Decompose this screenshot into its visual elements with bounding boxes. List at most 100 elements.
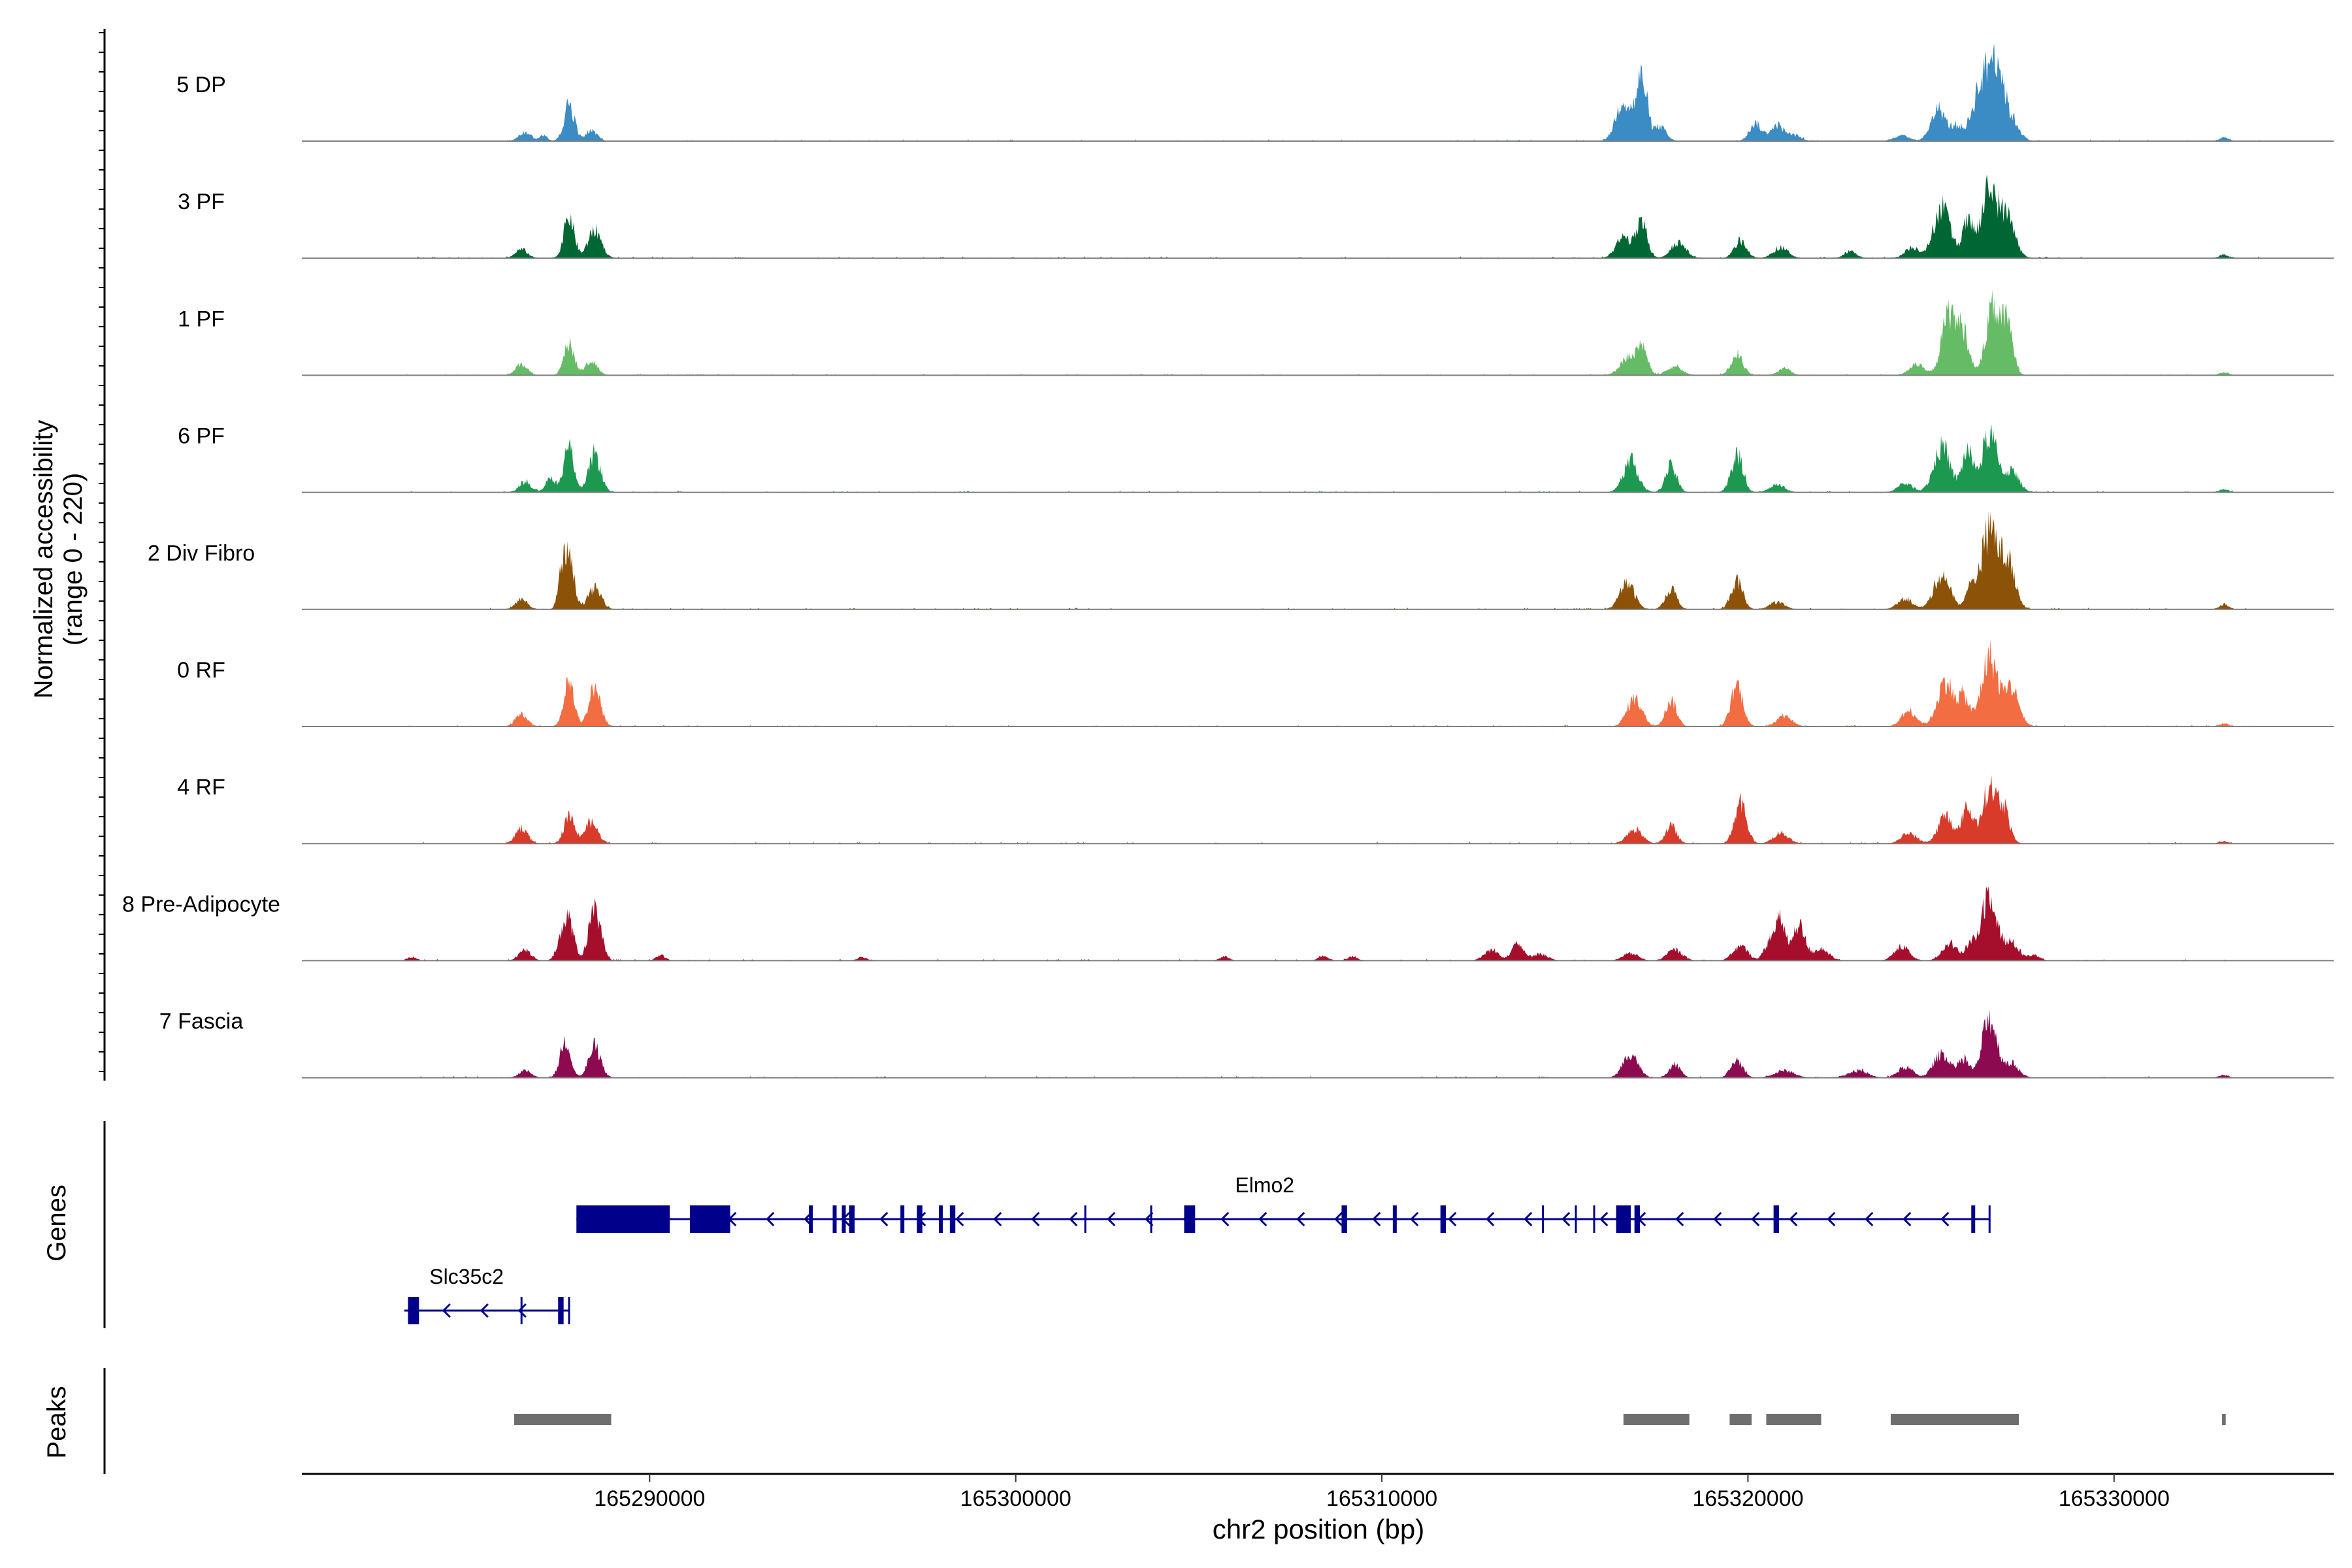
gene-exon [1341,1205,1347,1233]
gene-exon [949,1205,956,1233]
genes-panel-label: Genes [42,1184,71,1262]
coverage-tracks: 5 DP 3 PF 1 PF 6 PF 2 Div Fibro 0 RF 4 RF 8 Pre… [122,43,2334,1079]
gene-slc35c2: Slc35c2 [404,1265,570,1324]
x-tick-label: 165310000 [1326,1486,1437,1511]
strand-arrow [1410,1211,1419,1227]
coverage-area [404,424,2261,493]
track-1-pf: 1 PF [178,289,2334,376]
track-label: 2 Div Fibro [148,541,255,566]
gene-exon [809,1205,813,1233]
gene-exon [1971,1205,1976,1233]
track-label: 1 PF [178,306,225,331]
strand-arrow [480,1303,489,1318]
x-axis: 165290000 165300000 165310000 165320000 1653… [302,1473,2334,1511]
strand-arrow [442,1303,451,1318]
coverage-area [404,174,2261,259]
track-7-fascia: 7 Fascia [159,1009,2334,1079]
track-8-pre-adipocyte: 8 Pre-Adipocyte [122,886,2334,962]
strand-arrow [1334,1211,1343,1227]
track-label: 8 Pre-Adipocyte [122,892,280,917]
track-label: 0 RF [177,658,225,683]
gene-exon [900,1205,905,1233]
strand-arrow [1865,1211,1874,1227]
strand-arrow [1940,1211,1950,1227]
track-label: 4 RF [177,775,225,800]
gene-exon [832,1205,837,1233]
strand-arrow [955,1211,964,1227]
gene-exon [1634,1205,1641,1233]
coverage-area [404,775,2261,844]
track-2-div-fibro: 2 Div Fibro [148,511,2334,610]
gene-exon [1616,1205,1631,1233]
y-axis-label-line1: Normalized accessibility [29,420,58,699]
strand-arrow [1713,1211,1722,1227]
genes-panel: Elmo2 Slc35c2 [103,1121,1991,1328]
peak-region [2222,1414,2226,1425]
gene-exon [1392,1205,1397,1233]
strand-arrow [1372,1211,1381,1227]
track-0-rf: 0 RF [177,639,2334,727]
coverage-area [404,639,2261,727]
gene-label: Elmo2 [1235,1173,1294,1197]
track-label: 6 PF [178,424,225,449]
gene-exon [841,1205,846,1233]
gene-exon [1184,1205,1196,1233]
x-tick-label: 165300000 [960,1486,1071,1511]
strand-arrow [1561,1211,1571,1227]
strand-arrow [1448,1211,1457,1227]
strand-arrow [1486,1211,1495,1227]
gene-exon [408,1297,419,1324]
coverage-area [404,289,2261,376]
gene-exon [1773,1205,1780,1233]
coverage-area [404,1009,2261,1078]
gene-exon [558,1297,564,1324]
x-axis-label: chr2 position (bp) [1213,1514,1425,1544]
peak-region [1766,1414,1821,1425]
gene-exon [1440,1205,1446,1233]
strand-arrow [1107,1211,1116,1227]
strand-arrow [1258,1211,1267,1227]
strand-arrow [1827,1211,1836,1227]
x-tick-label: 165320000 [1692,1486,1803,1511]
strand-arrow [1524,1211,1533,1227]
track-label: 5 DP [176,73,226,97]
coverage-area [404,43,2261,141]
peak-region [1729,1414,1752,1425]
track-6-pf: 6 PF [178,424,2334,493]
track-label: 3 PF [178,189,225,214]
strand-arrow [1675,1211,1684,1227]
gene-exon [917,1205,923,1233]
strand-arrow [1903,1211,1912,1227]
coverage-area [404,511,2261,610]
strand-arrow [1751,1211,1760,1227]
peak-region [1623,1414,1690,1425]
track-5-dp: 5 DP [176,43,2334,142]
strand-arrow [879,1211,889,1227]
strand-arrow [766,1211,775,1227]
strand-arrow [993,1211,1002,1227]
peaks-panel [103,1368,2226,1474]
strand-arrow [1789,1211,1798,1227]
y-axis [99,29,106,1081]
gene-label: Slc35c2 [429,1265,504,1288]
peak-region [514,1414,612,1425]
gene-exon [689,1205,730,1233]
peak-region [1890,1414,2019,1425]
strand-arrow [1296,1211,1305,1227]
gene-exon [939,1205,943,1233]
strand-arrow [1031,1211,1040,1227]
coverage-area [404,886,2261,961]
track-label: 7 Fascia [159,1009,244,1034]
strand-arrow [1599,1211,1609,1227]
gene-exon [849,1205,855,1233]
track-3-pf: 3 PF [178,174,2334,259]
strand-arrow [1069,1211,1078,1227]
strand-arrow [517,1303,527,1318]
gene-exon [576,1205,670,1233]
gene-elmo2: Elmo2 [576,1173,1991,1233]
peaks-panel-label: Peaks [42,1386,71,1458]
y-axis-label-line2: (range 0 - 220) [59,473,88,646]
x-tick-label: 165330000 [2059,1486,2170,1511]
track-4-rf: 4 RF [177,775,2334,845]
